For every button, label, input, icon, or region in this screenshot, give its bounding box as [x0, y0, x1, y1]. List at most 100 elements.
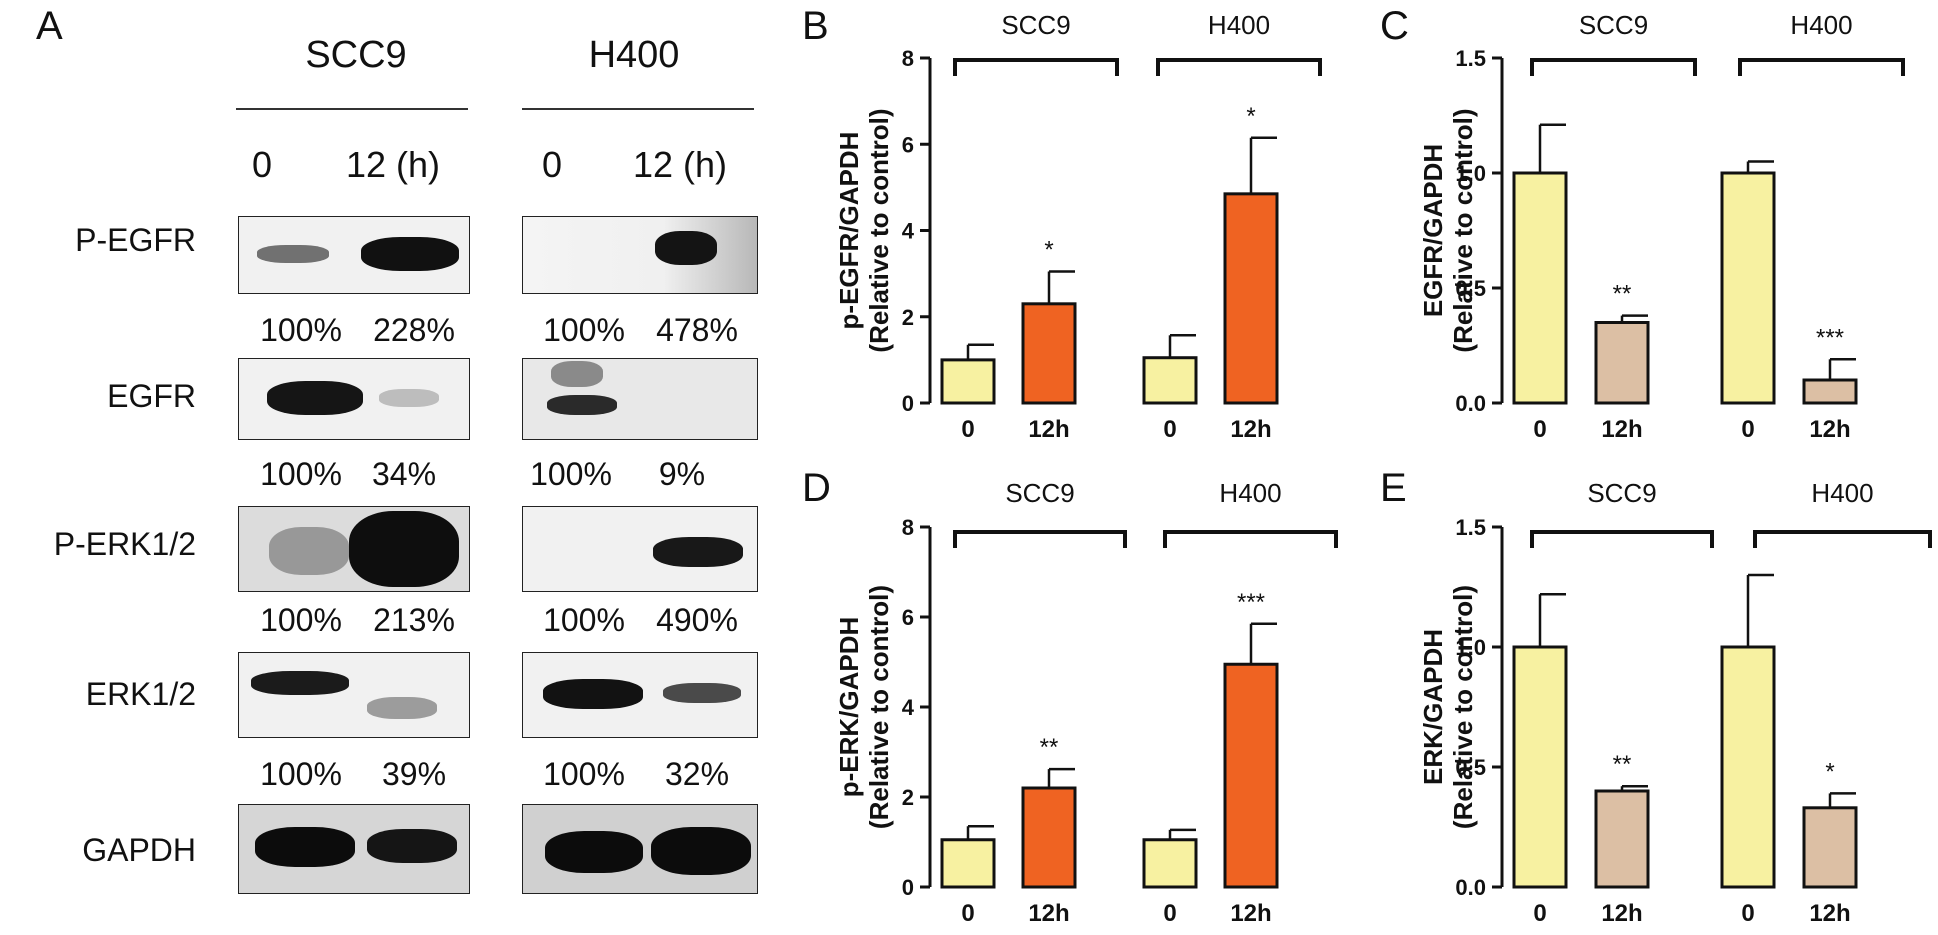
pct-p-egfr-h400-12: 478% — [656, 312, 738, 348]
blot-band — [651, 827, 751, 875]
panel-e-bar — [1594, 789, 1650, 889]
time-h400-12: 12 (h) — [632, 144, 728, 185]
panel-e-y-tick-label: 1.5 — [1455, 515, 1486, 540]
blot-band — [255, 827, 355, 867]
panel-e-group-bracket — [1530, 530, 1714, 548]
pct-erk-scc9-0: 100% — [260, 756, 342, 792]
panel-d-significance: *** — [1237, 589, 1265, 616]
blot-gapdh-h400 — [522, 804, 758, 894]
panel-b-y-tick-label: 2 — [902, 305, 914, 330]
panel-c-y-tick-label: 0.5 — [1455, 276, 1486, 301]
panel-c-x-tick-label: 12h — [1809, 416, 1850, 443]
blot-band — [545, 831, 643, 873]
panel-c-y-tick-label: 1.5 — [1455, 46, 1486, 71]
panel-d-group-bracket — [1163, 530, 1338, 548]
panel-d-bar — [1142, 838, 1198, 889]
panel-c-x-tick-label: 0 — [1741, 416, 1754, 443]
panel-b-y-tick-label: 8 — [902, 46, 914, 71]
group-header-h400: H400 — [588, 34, 680, 76]
panel-d-x-tick-label: 0 — [961, 900, 974, 927]
blot-band — [257, 245, 329, 263]
panel-e-group-bracket — [1753, 530, 1932, 548]
pct-p-erk-h400-12: 490% — [656, 602, 738, 638]
panel-b-y-tick-label: 0 — [902, 391, 914, 416]
panel-e-bar — [1802, 806, 1858, 889]
panel-d-group-label: SCC9 — [1005, 478, 1074, 508]
panel-e-significance: ** — [1613, 751, 1632, 778]
blot-band — [251, 671, 349, 695]
panel-b-y-label-sub: (Relative to control) — [864, 108, 894, 352]
panel-b-x-tick-label: 12h — [1028, 416, 1069, 443]
panel-e-significance: * — [1825, 758, 1834, 785]
blot-band — [361, 237, 459, 271]
blot-erk-scc9 — [238, 652, 470, 738]
panel-e-group-label: H400 — [1811, 478, 1873, 508]
panel-e-x-tick-label: 12h — [1601, 900, 1642, 927]
blot-p-egfr-h400 — [522, 216, 758, 294]
panel-c-significance: ** — [1613, 281, 1632, 308]
pct-p-erk-scc9-12: 213% — [373, 602, 455, 638]
panel-d-y-tick-label: 6 — [902, 605, 914, 630]
blot-band — [367, 829, 457, 863]
blot-egfr-h400 — [522, 358, 758, 440]
pct-egfr-h400-0: 100% — [530, 456, 612, 492]
time-scc9-0: 0 — [251, 144, 273, 185]
blot-label-gapdh: GAPDH — [82, 832, 196, 868]
panel-c-group-bracket — [1738, 58, 1905, 76]
panel-b-letter: B — [802, 4, 829, 48]
blot-band — [653, 537, 743, 567]
panel-b-bar — [940, 358, 996, 405]
panel-e-letter: E — [1380, 466, 1407, 510]
time-h400-0: 0 — [541, 144, 563, 185]
panel-d-x-tick-label: 12h — [1028, 900, 1069, 927]
panel-c-y-label: EGFR/GAPDH — [1418, 144, 1448, 317]
blot-label-p-egfr: P-EGFR — [75, 222, 196, 258]
panel-c-group-label: H400 — [1790, 10, 1852, 40]
panel-d-y-tick-label: 2 — [902, 785, 914, 810]
pct-egfr-scc9-12: 34% — [371, 456, 437, 492]
panel-e-x-tick-label: 12h — [1809, 900, 1850, 927]
panel-c-y-tick-label: 1.0 — [1455, 161, 1486, 186]
panel-e-bar — [1512, 645, 1568, 889]
panel-e-x-tick-label: 0 — [1533, 900, 1546, 927]
panel-c-x-tick-label: 0 — [1533, 416, 1546, 443]
panel-c-bar — [1594, 321, 1650, 405]
panel-b-x-tick-label: 12h — [1230, 416, 1271, 443]
panel-d-bar — [1223, 662, 1279, 889]
panel-e-y-label-sub: (Relative to control) — [1448, 585, 1478, 829]
pct-p-erk-scc9-0: 100% — [260, 602, 342, 638]
group-header-scc9: SCC9 — [305, 34, 407, 76]
panel-b-significance: * — [1246, 103, 1255, 130]
panel-e-x-tick-label: 0 — [1741, 900, 1754, 927]
panel-b-x-tick-label: 0 — [961, 416, 974, 443]
pct-p-erk-h400-0: 100% — [543, 602, 625, 638]
panel-c-significance: *** — [1816, 324, 1844, 351]
panel-b-significance: * — [1044, 236, 1053, 263]
blot-band — [269, 527, 349, 575]
blot-label-egfr: EGFR — [107, 378, 196, 414]
pct-p-egfr-scc9-0: 100% — [260, 312, 342, 348]
pct-egfr-scc9-0: 100% — [260, 456, 342, 492]
pct-erk-h400-0: 100% — [543, 756, 625, 792]
panel-b-bar — [1223, 192, 1279, 405]
time-scc9-12: 12 (h) — [345, 144, 441, 185]
panel-c-bar — [1720, 171, 1776, 405]
panel-b-y-label: p-EGFR/GAPDH — [834, 132, 864, 330]
panel-b-x-tick-label: 0 — [1163, 416, 1176, 443]
blot-label-erk: ERK1/2 — [85, 676, 196, 712]
panel-d-group-label: H400 — [1219, 478, 1281, 508]
panel-c-group-bracket — [1530, 58, 1697, 76]
panel-e-y-tick-label: 0.5 — [1455, 755, 1486, 780]
panel-e-bar — [1720, 645, 1776, 889]
panel-e-y-label: ERK/GAPDH — [1418, 629, 1448, 785]
blot-band — [551, 361, 603, 387]
group-line-h400 — [522, 108, 754, 110]
panel-e-y-tick-label: 1.0 — [1455, 635, 1486, 660]
blot-gapdh-scc9 — [238, 804, 470, 894]
pct-p-egfr-scc9-12: 228% — [373, 312, 455, 348]
group-line-scc9 — [236, 108, 468, 110]
blot-egfr-scc9 — [238, 358, 470, 440]
panel-b-group-label: SCC9 — [1001, 10, 1070, 40]
panel-d-y-tick-label: 4 — [902, 695, 915, 720]
